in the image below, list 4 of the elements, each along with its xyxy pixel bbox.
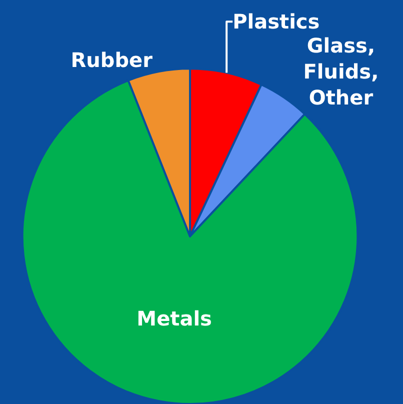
slice-label: Metals	[136, 306, 212, 331]
slice-label: Rubber	[70, 48, 153, 72]
slice-label: Plastics	[232, 10, 320, 34]
slice-label: Glass, Fluids, Other	[303, 34, 379, 110]
